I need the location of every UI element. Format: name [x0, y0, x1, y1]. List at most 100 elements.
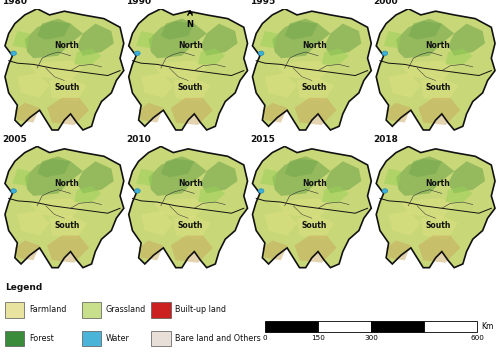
Text: South: South	[54, 221, 80, 230]
Bar	[82, 301, 101, 318]
Bar	[265, 321, 318, 332]
Polygon shape	[171, 235, 213, 263]
Polygon shape	[294, 235, 337, 263]
Polygon shape	[148, 21, 206, 58]
Text: South: South	[426, 83, 451, 92]
Polygon shape	[322, 48, 349, 64]
Text: North: North	[178, 41, 203, 50]
Polygon shape	[77, 161, 114, 193]
Polygon shape	[138, 240, 164, 260]
Text: Farmland: Farmland	[29, 305, 66, 314]
Text: North: North	[426, 179, 450, 188]
Polygon shape	[418, 98, 461, 125]
Ellipse shape	[382, 189, 388, 193]
Text: 2005: 2005	[2, 135, 27, 144]
Polygon shape	[448, 24, 485, 56]
Text: Km: Km	[482, 322, 494, 331]
Polygon shape	[384, 169, 401, 186]
Polygon shape	[47, 235, 89, 263]
Polygon shape	[401, 61, 454, 80]
Polygon shape	[262, 103, 287, 122]
Polygon shape	[260, 169, 277, 186]
Text: 2018: 2018	[374, 135, 398, 144]
Polygon shape	[136, 31, 154, 48]
Polygon shape	[448, 161, 485, 193]
Ellipse shape	[382, 51, 388, 55]
Polygon shape	[74, 186, 102, 202]
Polygon shape	[15, 240, 40, 260]
Polygon shape	[18, 211, 50, 235]
Polygon shape	[421, 78, 458, 102]
Text: Grassland: Grassland	[106, 305, 146, 314]
Bar	[371, 321, 424, 332]
Polygon shape	[25, 21, 83, 58]
Text: North: North	[302, 41, 326, 50]
Bar	[424, 321, 478, 332]
Ellipse shape	[258, 51, 264, 55]
Text: North: North	[426, 41, 450, 50]
Polygon shape	[446, 48, 472, 64]
Polygon shape	[284, 156, 318, 177]
Text: 300: 300	[364, 335, 378, 341]
Text: 0: 0	[262, 335, 268, 341]
Polygon shape	[30, 61, 83, 80]
Polygon shape	[128, 9, 248, 130]
Text: South: South	[426, 221, 451, 230]
Text: North: North	[302, 179, 326, 188]
Polygon shape	[265, 211, 297, 235]
Polygon shape	[252, 9, 372, 130]
Text: 1995: 1995	[250, 0, 275, 6]
Text: Legend: Legend	[5, 283, 42, 292]
Polygon shape	[384, 31, 401, 48]
Polygon shape	[128, 146, 248, 268]
Text: North: North	[54, 179, 79, 188]
Text: 1980: 1980	[2, 0, 28, 6]
Bar	[152, 330, 171, 347]
Polygon shape	[5, 9, 124, 130]
Polygon shape	[25, 159, 83, 196]
Text: 600: 600	[470, 335, 484, 341]
Text: North: North	[54, 41, 79, 50]
Polygon shape	[174, 78, 210, 102]
Polygon shape	[200, 24, 237, 56]
Polygon shape	[252, 146, 372, 268]
Polygon shape	[154, 61, 206, 80]
Text: N: N	[186, 19, 194, 29]
Polygon shape	[12, 169, 29, 186]
Ellipse shape	[134, 189, 140, 193]
Polygon shape	[50, 78, 86, 102]
Bar	[5, 301, 24, 318]
Polygon shape	[148, 159, 206, 196]
Polygon shape	[198, 48, 225, 64]
Text: 2010: 2010	[126, 135, 151, 144]
Text: 2000: 2000	[374, 0, 398, 6]
Polygon shape	[388, 211, 421, 235]
Text: South: South	[302, 221, 327, 230]
Polygon shape	[265, 73, 297, 98]
Text: 2015: 2015	[250, 135, 275, 144]
Polygon shape	[138, 103, 164, 122]
Polygon shape	[277, 61, 330, 80]
Polygon shape	[322, 186, 349, 202]
Text: North: North	[178, 179, 203, 188]
Text: Water: Water	[106, 334, 130, 343]
Polygon shape	[272, 21, 330, 58]
Polygon shape	[277, 198, 330, 218]
Polygon shape	[141, 211, 174, 235]
Polygon shape	[12, 31, 29, 48]
Polygon shape	[376, 9, 495, 130]
Polygon shape	[171, 98, 213, 125]
Polygon shape	[408, 156, 442, 177]
Polygon shape	[74, 48, 102, 64]
Text: South: South	[178, 83, 204, 92]
Bar	[5, 330, 24, 347]
Polygon shape	[136, 169, 154, 186]
Polygon shape	[174, 216, 210, 239]
Polygon shape	[388, 73, 421, 98]
Polygon shape	[408, 19, 442, 40]
Polygon shape	[5, 146, 124, 268]
Polygon shape	[15, 103, 40, 122]
Polygon shape	[198, 186, 225, 202]
Polygon shape	[260, 31, 277, 48]
Polygon shape	[47, 98, 89, 125]
